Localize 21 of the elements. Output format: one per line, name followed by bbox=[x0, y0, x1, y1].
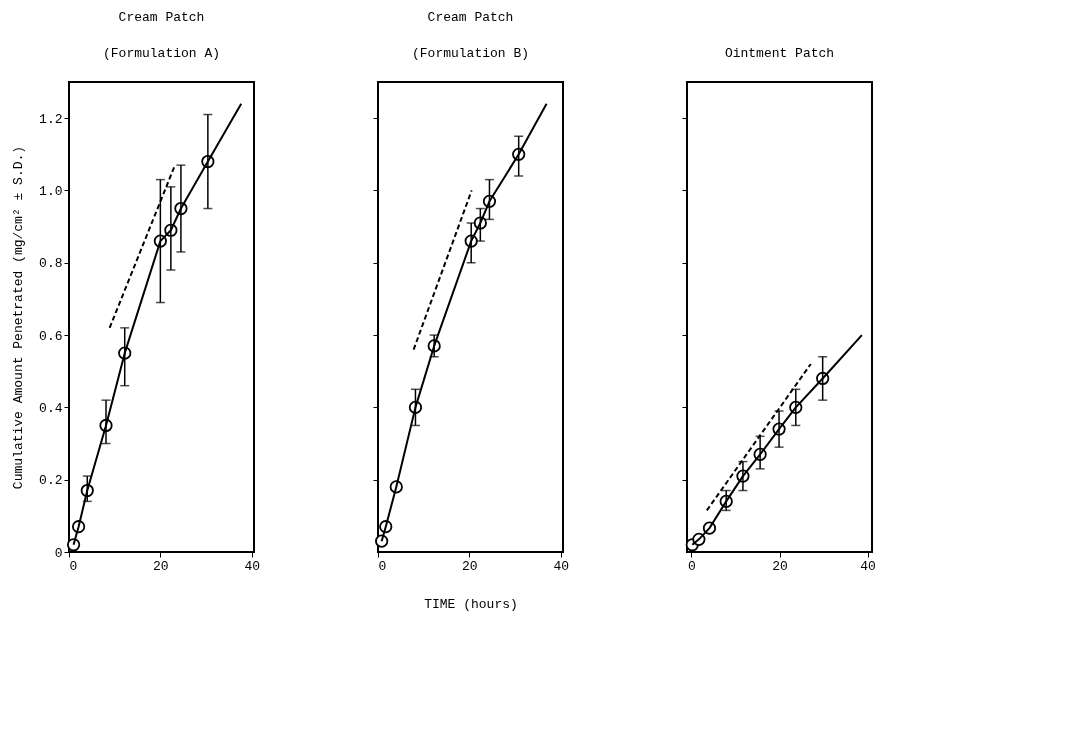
x-tick-label: 0 bbox=[69, 558, 78, 574]
y-tick-label: 0 bbox=[54, 545, 63, 561]
y-tick-label: 0.8 bbox=[39, 256, 63, 272]
y-tick-label: 0.6 bbox=[39, 328, 63, 344]
x-tick-label: 20 bbox=[153, 558, 169, 574]
x-axis-title: TIME (hours) bbox=[424, 596, 518, 612]
y-tick-label: 0.4 bbox=[39, 400, 63, 416]
chart-title: Cream Patch (Formulation B) bbox=[411, 10, 530, 61]
y-tick-label: 0.2 bbox=[39, 473, 63, 489]
x-tick-label: 20 bbox=[462, 558, 478, 574]
x-tick-label: 20 bbox=[772, 558, 788, 574]
x-tick-label: 40 bbox=[244, 558, 261, 574]
chart-title: Ointment Patch bbox=[724, 46, 835, 61]
chart-title: Cream Patch (Formulation A) bbox=[102, 10, 221, 61]
y-tick-label: 1.2 bbox=[39, 111, 63, 127]
x-tick-label: 0 bbox=[378, 558, 387, 574]
y-tick-label: 1.0 bbox=[39, 183, 63, 199]
x-tick-label: 0 bbox=[688, 558, 696, 574]
y-axis-title: Cumulative Amount Penetrated (mg/cm² ± S.D.) bbox=[11, 145, 27, 490]
x-tick-label: 40 bbox=[553, 558, 570, 574]
x-tick-label: 40 bbox=[860, 558, 876, 574]
